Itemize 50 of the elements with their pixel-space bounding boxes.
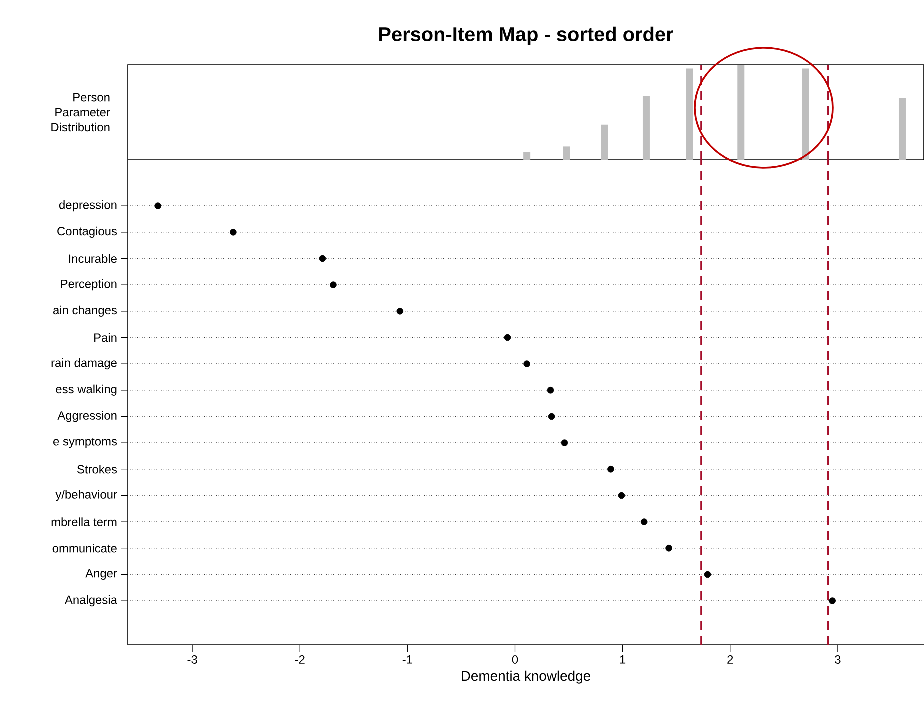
point [319, 255, 326, 262]
y-axis-title: Person Parameter Distribution [52, 93, 110, 132]
y-tick-label: y/behaviour [56, 490, 118, 502]
y-tick-label: ain changes [54, 306, 118, 317]
x-tick-label: -2 [295, 656, 305, 664]
bar [686, 68, 694, 160]
y-tick-label: Strokes [77, 465, 118, 474]
y-tick-label: ommunicate [52, 544, 117, 553]
y-tick-label: depression [59, 200, 117, 212]
x-tick-label: -1 [402, 656, 412, 664]
x-tick-label: 1 [620, 656, 626, 664]
y-tick-label: ess walking [56, 384, 117, 396]
point [561, 440, 568, 446]
y-tick-label: Analgesia [64, 595, 118, 607]
y-tick-label: Incurable [69, 254, 117, 264]
point [396, 308, 404, 315]
point [548, 413, 556, 420]
x-tick-label: 2 [728, 656, 734, 664]
bar [601, 124, 608, 160]
point [829, 598, 836, 604]
bar [802, 68, 810, 160]
x-tick-label: 0 [512, 656, 518, 664]
x-tick-label: -3 [188, 656, 198, 664]
bar [642, 96, 650, 160]
point [524, 360, 530, 368]
x-tick-label: 3 [835, 656, 841, 664]
y-tick-label: Anger [86, 569, 118, 580]
y-tick-label: Pain [94, 333, 117, 342]
y-tick-label: mbrella term [52, 518, 117, 526]
bar [738, 64, 745, 160]
point [618, 492, 626, 500]
y-tick-label: Contagious [58, 226, 118, 238]
bar [524, 152, 531, 160]
point [666, 544, 672, 552]
point [504, 334, 512, 342]
y-tick-label: rain damage [52, 358, 117, 370]
bar [898, 98, 906, 160]
bar [563, 146, 570, 160]
point [154, 202, 162, 210]
x-axis-title: Dementia knowledge [462, 670, 590, 684]
y-tick-label: Aggression [58, 411, 117, 422]
point [640, 518, 648, 526]
y-tick-label: e symptoms [54, 438, 118, 448]
point [547, 386, 554, 394]
y-tick-label: Perception [61, 280, 117, 291]
point [230, 229, 237, 236]
point [704, 571, 712, 578]
point [330, 282, 337, 288]
point [608, 466, 614, 473]
chart-title: Person-Item Map - sorted order [380, 26, 674, 46]
